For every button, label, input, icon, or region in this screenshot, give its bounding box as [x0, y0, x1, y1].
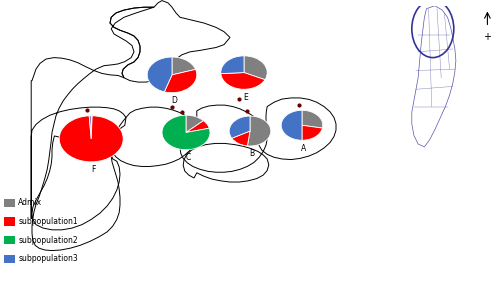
Text: subpopulation1: subpopulation1 — [18, 217, 78, 226]
Wedge shape — [147, 57, 172, 92]
Wedge shape — [89, 116, 91, 139]
Wedge shape — [172, 57, 196, 75]
Wedge shape — [281, 110, 302, 140]
Text: Admix: Admix — [18, 198, 42, 207]
Bar — [4, 199, 15, 207]
Text: subpopulation3: subpopulation3 — [18, 254, 78, 264]
Text: A: A — [302, 144, 306, 153]
Wedge shape — [186, 121, 209, 132]
Bar — [4, 236, 15, 244]
Wedge shape — [162, 115, 210, 150]
Wedge shape — [229, 116, 250, 138]
Text: D: D — [171, 96, 177, 105]
Bar — [4, 217, 15, 226]
Wedge shape — [221, 73, 265, 89]
Wedge shape — [248, 116, 271, 146]
Wedge shape — [232, 131, 250, 146]
Wedge shape — [244, 56, 267, 80]
Text: +: + — [484, 32, 492, 42]
Text: C: C — [186, 153, 190, 162]
Wedge shape — [164, 69, 197, 93]
Wedge shape — [186, 115, 204, 132]
Wedge shape — [91, 116, 92, 139]
Text: F: F — [91, 165, 96, 174]
Text: E: E — [244, 93, 248, 102]
Wedge shape — [302, 125, 322, 140]
Text: B: B — [250, 149, 254, 158]
Wedge shape — [221, 56, 244, 74]
Bar — [4, 255, 15, 263]
Text: subpopulation2: subpopulation2 — [18, 236, 78, 245]
Wedge shape — [59, 116, 123, 162]
Wedge shape — [302, 110, 323, 128]
